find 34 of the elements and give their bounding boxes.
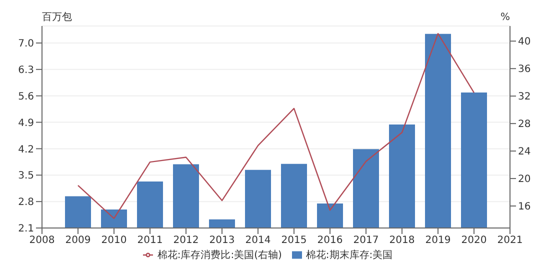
y-tick-label: 7.0 <box>18 38 34 50</box>
y-tick-label: 6.3 <box>18 64 34 76</box>
x-tick-label: 2015 <box>281 235 307 246</box>
y-tick-label: 2.8 <box>18 197 34 208</box>
y2-tick-label: 36 <box>518 64 531 76</box>
y2-tick-label: 24 <box>518 146 531 158</box>
x-tick-label: 2012 <box>173 235 199 246</box>
y-tick-label: 2.1 <box>18 224 34 235</box>
x-tick-label: 2013 <box>209 235 235 246</box>
x-tick-label: 2011 <box>137 235 163 246</box>
x-tick-label: 2009 <box>65 235 91 246</box>
x-tick-label: 2010 <box>101 235 127 246</box>
legend-label: 棉花:期末库存:美国 <box>306 250 393 261</box>
x-tick-label: 2017 <box>353 235 379 246</box>
legend-label: 棉花:库存消费比:美国(右轴) <box>157 250 282 261</box>
x-tick-label: 2020 <box>461 235 487 246</box>
y2-axis-title: % <box>500 12 510 23</box>
line-series <box>77 32 475 219</box>
x-tick-label: 2014 <box>245 235 271 246</box>
y-axis-title: 百万包 <box>42 11 72 23</box>
y2-tick-label: 16 <box>518 202 531 213</box>
y2-tick-label: 28 <box>518 119 531 130</box>
x-tick-label: 2018 <box>389 235 415 246</box>
y-tick-label: 3.5 <box>18 170 34 182</box>
x-tick-label: 2021 <box>497 235 523 246</box>
y-tick-label: 5.6 <box>18 91 34 102</box>
y-tick-label: 4.2 <box>18 144 34 156</box>
y2-tick-label: 32 <box>518 92 531 103</box>
y2-tick-label: 20 <box>518 174 531 186</box>
x-tick-label: 2016 <box>317 235 343 246</box>
x-tick-label: 2008 <box>29 235 55 246</box>
y2-tick-label: 40 <box>518 36 531 48</box>
x-tick-label: 2019 <box>425 235 451 246</box>
y-tick-label: 4.9 <box>18 118 34 129</box>
